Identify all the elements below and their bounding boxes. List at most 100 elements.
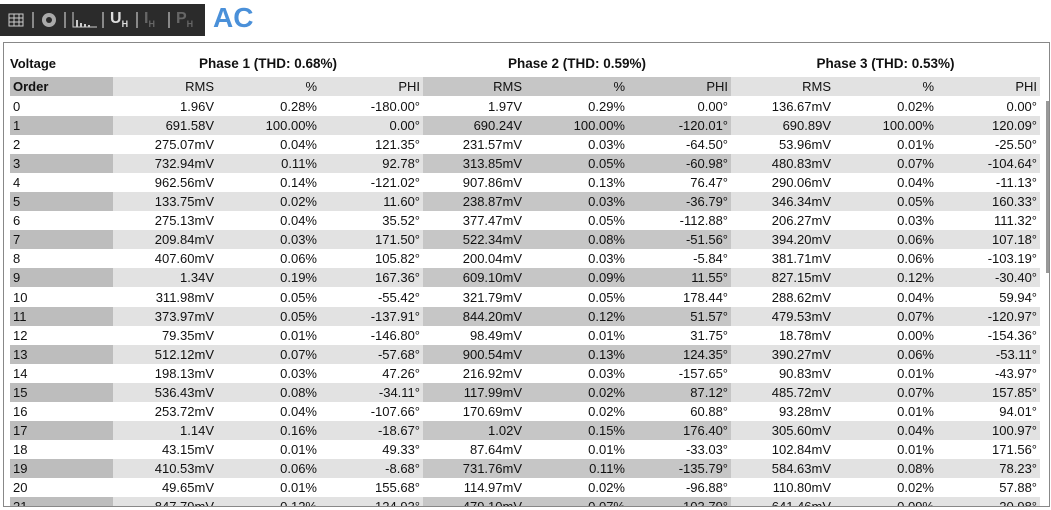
settings-icon[interactable] bbox=[40, 10, 58, 30]
value-cell: 1.97V bbox=[423, 97, 525, 116]
value-cell: 0.00° bbox=[320, 116, 423, 136]
column-header: RMS bbox=[113, 77, 217, 96]
value-cell: 0.08% bbox=[217, 382, 320, 402]
value-cell: 0.00% bbox=[834, 325, 937, 345]
value-cell: 731.76mV bbox=[423, 458, 525, 478]
value-cell: 641.46mV bbox=[731, 497, 834, 506]
order-cell: 21 bbox=[10, 497, 113, 506]
value-cell: 0.12% bbox=[834, 268, 937, 288]
value-cell: 198.13mV bbox=[113, 363, 217, 383]
value-cell: -107.66° bbox=[320, 401, 423, 421]
value-cell: 844.20mV bbox=[423, 306, 525, 326]
column-header: RMS bbox=[731, 77, 834, 96]
value-cell: -120.97° bbox=[937, 306, 1040, 326]
order-cell: 2 bbox=[10, 135, 113, 155]
value-cell: 121.35° bbox=[320, 135, 423, 155]
chart-icon[interactable] bbox=[72, 10, 98, 30]
value-cell: 290.06mV bbox=[731, 173, 834, 193]
value-cell: -154.36° bbox=[937, 325, 1040, 345]
value-cell: 288.62mV bbox=[731, 287, 834, 307]
value-cell: 381.71mV bbox=[731, 249, 834, 269]
value-cell: 0.06% bbox=[834, 344, 937, 364]
value-cell: 57.88° bbox=[937, 478, 1040, 497]
ph-button[interactable]: PH bbox=[176, 10, 193, 30]
value-cell: 0.03% bbox=[525, 363, 628, 383]
value-cell: 0.01% bbox=[834, 401, 937, 421]
column-header: % bbox=[217, 77, 320, 96]
table-icon[interactable] bbox=[8, 10, 24, 30]
value-cell: 160.33° bbox=[937, 192, 1040, 212]
value-cell: 0.05% bbox=[834, 192, 937, 212]
value-cell: 827.15mV bbox=[731, 268, 834, 288]
value-cell: 49.65mV bbox=[113, 478, 217, 497]
value-cell: 0.13% bbox=[525, 173, 628, 193]
value-cell: 0.12% bbox=[525, 306, 628, 326]
value-cell: 206.27mV bbox=[731, 211, 834, 231]
value-cell: 11.60° bbox=[320, 192, 423, 212]
value-cell: 171.50° bbox=[320, 230, 423, 250]
value-cell: 133.75mV bbox=[113, 192, 217, 212]
value-cell: 0.06% bbox=[217, 458, 320, 478]
order-cell: 9 bbox=[10, 268, 113, 288]
value-cell: 407.60mV bbox=[113, 249, 217, 269]
value-cell: 732.94mV bbox=[113, 154, 217, 174]
value-cell: 59.94° bbox=[937, 287, 1040, 307]
column-header: PHI bbox=[320, 77, 423, 96]
value-cell: 90.83mV bbox=[731, 363, 834, 383]
value-cell: 216.92mV bbox=[423, 363, 525, 383]
value-cell: 690.24V bbox=[423, 116, 525, 136]
value-cell: -135.79° bbox=[628, 458, 731, 478]
value-cell: 100.97° bbox=[937, 420, 1040, 440]
value-cell: 0.02% bbox=[525, 478, 628, 497]
value-cell: 155.68° bbox=[320, 478, 423, 497]
value-cell: 0.16% bbox=[217, 420, 320, 440]
value-cell: 176.40° bbox=[628, 420, 731, 440]
toolbar: UH IH PH bbox=[0, 4, 205, 36]
value-cell: 0.09% bbox=[834, 497, 937, 506]
value-cell: 0.03% bbox=[834, 211, 937, 231]
order-cell: 7 bbox=[10, 230, 113, 250]
value-cell: 0.14% bbox=[217, 173, 320, 193]
value-cell: 53.96mV bbox=[731, 135, 834, 155]
value-cell: 87.12° bbox=[628, 382, 731, 402]
group-header: Voltage bbox=[10, 56, 56, 71]
value-cell: -36.79° bbox=[628, 192, 731, 212]
scrollbar[interactable] bbox=[1046, 101, 1049, 273]
value-cell: -25.50° bbox=[937, 135, 1040, 155]
value-cell: 0.01% bbox=[834, 363, 937, 383]
value-cell: 0.05% bbox=[525, 211, 628, 231]
order-cell: 12 bbox=[10, 325, 113, 345]
order-cell: 11 bbox=[10, 306, 113, 326]
value-cell: 410.53mV bbox=[113, 458, 217, 478]
value-cell: 0.04% bbox=[834, 173, 937, 193]
value-cell: 51.57° bbox=[628, 306, 731, 326]
value-cell: 157.85° bbox=[937, 382, 1040, 402]
value-cell: 107.18° bbox=[937, 230, 1040, 250]
value-cell: 480.83mV bbox=[731, 154, 834, 174]
value-cell: 0.06% bbox=[834, 249, 937, 269]
value-cell: 0.05% bbox=[217, 306, 320, 326]
value-cell: -120.01° bbox=[628, 116, 731, 136]
value-cell: 87.64mV bbox=[423, 439, 525, 459]
value-cell: 49.33° bbox=[320, 439, 423, 459]
value-cell: -57.68° bbox=[320, 344, 423, 364]
order-cell: 19 bbox=[10, 458, 113, 478]
value-cell: 0.01% bbox=[834, 135, 937, 155]
value-cell: 0.01% bbox=[525, 325, 628, 345]
value-cell: 0.01% bbox=[525, 439, 628, 459]
value-cell: -30.40° bbox=[937, 268, 1040, 288]
value-cell: 907.86mV bbox=[423, 173, 525, 193]
value-cell: 200.04mV bbox=[423, 249, 525, 269]
uh-button[interactable]: UH bbox=[110, 10, 128, 30]
ih-button[interactable]: IH bbox=[144, 10, 155, 30]
value-cell: 238.87mV bbox=[423, 192, 525, 212]
button-label: I bbox=[144, 10, 149, 27]
value-cell: 0.05% bbox=[525, 287, 628, 307]
value-cell: 117.99mV bbox=[423, 382, 525, 402]
value-cell: 0.04% bbox=[217, 135, 320, 155]
order-cell: 6 bbox=[10, 211, 113, 231]
value-cell: 0.01% bbox=[217, 439, 320, 459]
value-cell: 0.07% bbox=[217, 344, 320, 364]
value-cell: 0.04% bbox=[217, 211, 320, 231]
value-cell: -96.88° bbox=[628, 478, 731, 497]
